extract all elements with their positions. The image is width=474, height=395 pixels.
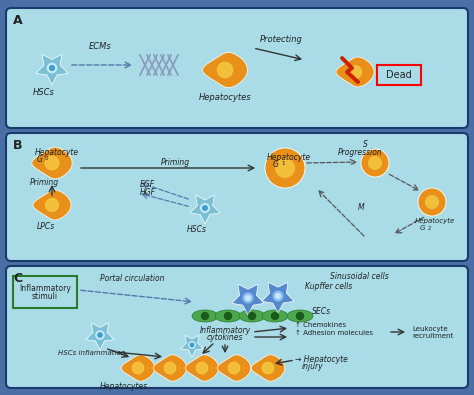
Text: injury: injury xyxy=(302,362,324,371)
Circle shape xyxy=(47,63,57,73)
Circle shape xyxy=(275,158,295,178)
Ellipse shape xyxy=(239,310,265,322)
Circle shape xyxy=(98,333,102,337)
Circle shape xyxy=(275,293,281,299)
Text: Kupffer cells: Kupffer cells xyxy=(305,282,352,291)
Circle shape xyxy=(272,312,279,320)
Text: Inflammatory: Inflammatory xyxy=(200,326,251,335)
Text: Protecting: Protecting xyxy=(260,35,303,44)
Text: 1: 1 xyxy=(281,161,284,166)
Circle shape xyxy=(96,331,104,339)
Circle shape xyxy=(164,362,176,374)
Text: ↑ Adhesion molecules: ↑ Adhesion molecules xyxy=(295,330,373,336)
FancyBboxPatch shape xyxy=(377,65,421,85)
Polygon shape xyxy=(36,54,68,85)
Text: Dead: Dead xyxy=(386,70,412,80)
Circle shape xyxy=(418,188,446,216)
Circle shape xyxy=(45,156,59,170)
Circle shape xyxy=(243,293,253,303)
Circle shape xyxy=(201,312,209,320)
Circle shape xyxy=(191,343,194,347)
Text: cytokines: cytokines xyxy=(207,333,243,342)
Ellipse shape xyxy=(215,310,241,322)
Polygon shape xyxy=(32,147,72,179)
Polygon shape xyxy=(251,355,285,381)
Ellipse shape xyxy=(262,310,288,322)
FancyBboxPatch shape xyxy=(13,276,77,308)
Text: S: S xyxy=(363,140,368,149)
Text: G: G xyxy=(273,160,279,169)
Text: ECMs: ECMs xyxy=(89,42,111,51)
Circle shape xyxy=(348,66,362,79)
Circle shape xyxy=(248,312,255,320)
Text: G: G xyxy=(37,155,43,164)
Circle shape xyxy=(368,156,382,170)
Text: → Hepatocyte: → Hepatocyte xyxy=(295,355,348,364)
Text: Hepatocytes: Hepatocytes xyxy=(199,93,251,102)
Polygon shape xyxy=(217,355,251,381)
Circle shape xyxy=(273,291,283,301)
FancyBboxPatch shape xyxy=(6,133,468,261)
Text: HSCs inflammation: HSCs inflammation xyxy=(58,350,125,356)
Polygon shape xyxy=(121,355,155,381)
Text: 2: 2 xyxy=(428,226,431,231)
Polygon shape xyxy=(153,355,187,381)
Text: Inflammatory: Inflammatory xyxy=(19,284,71,293)
Polygon shape xyxy=(336,57,374,87)
Text: EGF: EGF xyxy=(140,180,155,189)
Polygon shape xyxy=(232,284,264,315)
Text: HSCs: HSCs xyxy=(187,225,207,234)
Polygon shape xyxy=(202,53,247,88)
Polygon shape xyxy=(33,190,71,220)
Circle shape xyxy=(228,362,240,374)
Polygon shape xyxy=(86,323,114,350)
Ellipse shape xyxy=(287,310,313,322)
Text: LPCs: LPCs xyxy=(37,222,55,231)
Circle shape xyxy=(246,295,250,301)
Polygon shape xyxy=(190,195,220,224)
FancyBboxPatch shape xyxy=(6,266,468,388)
Polygon shape xyxy=(262,282,294,313)
Circle shape xyxy=(361,149,389,177)
FancyBboxPatch shape xyxy=(6,8,468,128)
Text: SECs: SECs xyxy=(312,307,331,316)
Text: Priming: Priming xyxy=(30,178,59,187)
Text: C: C xyxy=(13,272,22,285)
Text: B: B xyxy=(13,139,22,152)
Text: HGF: HGF xyxy=(140,188,156,197)
Circle shape xyxy=(132,362,144,374)
Text: Sinusoidal cells: Sinusoidal cells xyxy=(330,272,389,281)
Circle shape xyxy=(46,199,58,211)
Circle shape xyxy=(189,342,195,348)
Circle shape xyxy=(201,203,210,213)
Text: G: G xyxy=(420,225,425,231)
Circle shape xyxy=(203,206,207,210)
Text: M: M xyxy=(358,203,365,212)
Circle shape xyxy=(262,362,273,374)
Circle shape xyxy=(50,66,55,70)
Polygon shape xyxy=(185,355,219,381)
Text: HSCs: HSCs xyxy=(33,88,55,97)
Circle shape xyxy=(425,195,439,209)
Circle shape xyxy=(218,62,233,77)
Text: Priming: Priming xyxy=(160,158,190,167)
Circle shape xyxy=(297,312,303,320)
Text: A: A xyxy=(13,14,23,27)
Polygon shape xyxy=(181,335,203,357)
Text: Hepatocyte: Hepatocyte xyxy=(35,148,79,157)
Text: Progression: Progression xyxy=(338,148,383,157)
Text: recruitment: recruitment xyxy=(412,333,453,339)
Text: Leukocyte: Leukocyte xyxy=(412,326,447,332)
Text: Hepatocytes: Hepatocytes xyxy=(100,382,148,391)
Text: Hepatocyte: Hepatocyte xyxy=(415,218,455,224)
Text: Portal circulation: Portal circulation xyxy=(100,274,164,283)
Text: ↑ Chemokines: ↑ Chemokines xyxy=(295,322,346,328)
Circle shape xyxy=(225,312,231,320)
Text: 0: 0 xyxy=(45,156,48,161)
Text: Hepatocyte: Hepatocyte xyxy=(267,153,311,162)
Text: stimuli: stimuli xyxy=(32,292,58,301)
Circle shape xyxy=(265,148,305,188)
Circle shape xyxy=(196,362,208,374)
Ellipse shape xyxy=(192,310,218,322)
